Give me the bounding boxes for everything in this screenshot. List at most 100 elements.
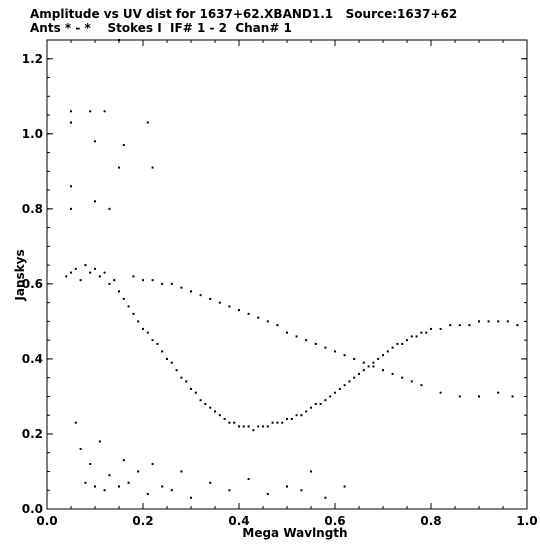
data-point (228, 489, 231, 492)
data-point (497, 320, 500, 323)
data-point (329, 395, 332, 398)
data-point (190, 496, 192, 499)
data-point (233, 421, 236, 424)
data-point (127, 481, 130, 484)
data-point (180, 376, 183, 379)
data-point (118, 485, 120, 488)
data-point (170, 361, 173, 364)
data-point (103, 489, 106, 492)
data-point (94, 267, 96, 270)
data-point (108, 207, 111, 210)
data-point (209, 481, 212, 484)
data-point (334, 391, 336, 394)
data-point (271, 421, 274, 424)
data-point (122, 297, 125, 300)
y-tick-label: 1.2 (22, 52, 43, 66)
data-point (137, 320, 140, 323)
data-point (98, 440, 101, 443)
data-point (94, 485, 96, 488)
data-point (151, 462, 154, 465)
data-point (190, 290, 192, 293)
data-point (209, 406, 212, 409)
data-point (516, 324, 519, 327)
data-point (343, 485, 346, 488)
data-point (74, 421, 77, 424)
data-point (98, 275, 101, 278)
data-point (353, 357, 356, 360)
data-point (70, 185, 72, 188)
data-point (247, 477, 250, 480)
chart-title: Amplitude vs UV dist for 1637+62.XBAND1.… (30, 7, 458, 21)
data-point (156, 342, 159, 345)
y-tick-label: 0.4 (22, 352, 43, 366)
data-point (122, 459, 125, 462)
data-point (386, 350, 389, 353)
data-point (348, 380, 351, 383)
y-tick-label: 0.0 (22, 502, 43, 516)
data-point (70, 110, 72, 113)
data-point (122, 144, 125, 147)
y-tick-label: 0.8 (22, 202, 43, 216)
data-point (511, 395, 514, 398)
data-point (257, 425, 260, 428)
data-point (487, 320, 490, 323)
data-point (238, 425, 240, 428)
data-point (410, 380, 413, 383)
data-point (314, 342, 317, 345)
data-point (170, 489, 173, 492)
data-point (377, 357, 380, 360)
data-point (170, 282, 173, 285)
data-point (266, 492, 269, 495)
data-point (79, 447, 82, 450)
data-point (401, 376, 404, 379)
data-point (218, 414, 221, 417)
data-point (310, 406, 312, 409)
data-point (127, 305, 130, 308)
data-point (161, 282, 164, 285)
data-point (266, 425, 269, 428)
data-point (103, 271, 106, 274)
data-point (506, 320, 509, 323)
data-point (161, 485, 164, 488)
data-point (238, 309, 240, 312)
data-point (276, 324, 279, 327)
data-point (142, 279, 144, 282)
data-point (209, 297, 212, 300)
data-point (372, 365, 375, 368)
data-point (151, 339, 154, 342)
data-point (118, 290, 120, 293)
data-point (65, 275, 68, 278)
data-point (295, 414, 298, 417)
y-tick-label: 0.2 (22, 427, 43, 441)
data-points (65, 39, 519, 499)
data-point (439, 327, 442, 330)
data-point (353, 376, 356, 379)
data-point (118, 39, 120, 41)
data-point (94, 200, 96, 203)
data-point (358, 372, 360, 375)
data-point (286, 331, 288, 334)
data-point (70, 271, 72, 274)
data-point (324, 399, 327, 402)
data-point (257, 316, 260, 319)
data-point (391, 346, 394, 349)
data-point (84, 264, 87, 267)
data-point (382, 369, 384, 372)
data-point (362, 369, 365, 372)
data-point (89, 271, 92, 274)
data-point (290, 417, 293, 420)
data-point (338, 387, 341, 390)
plot-frame (46, 39, 528, 510)
chart-subtitle: Ants * - * Stokes I IF# 1 - 2 Chan# 1 (30, 21, 292, 35)
data-point (300, 414, 303, 417)
data-point (458, 395, 461, 398)
data-point (367, 365, 370, 368)
data-point (458, 324, 461, 327)
x-tick-label: 0.2 (132, 514, 153, 528)
data-point (113, 279, 116, 282)
data-point (151, 166, 154, 169)
data-point (142, 327, 144, 330)
data-point (334, 350, 336, 353)
data-point (242, 425, 245, 428)
